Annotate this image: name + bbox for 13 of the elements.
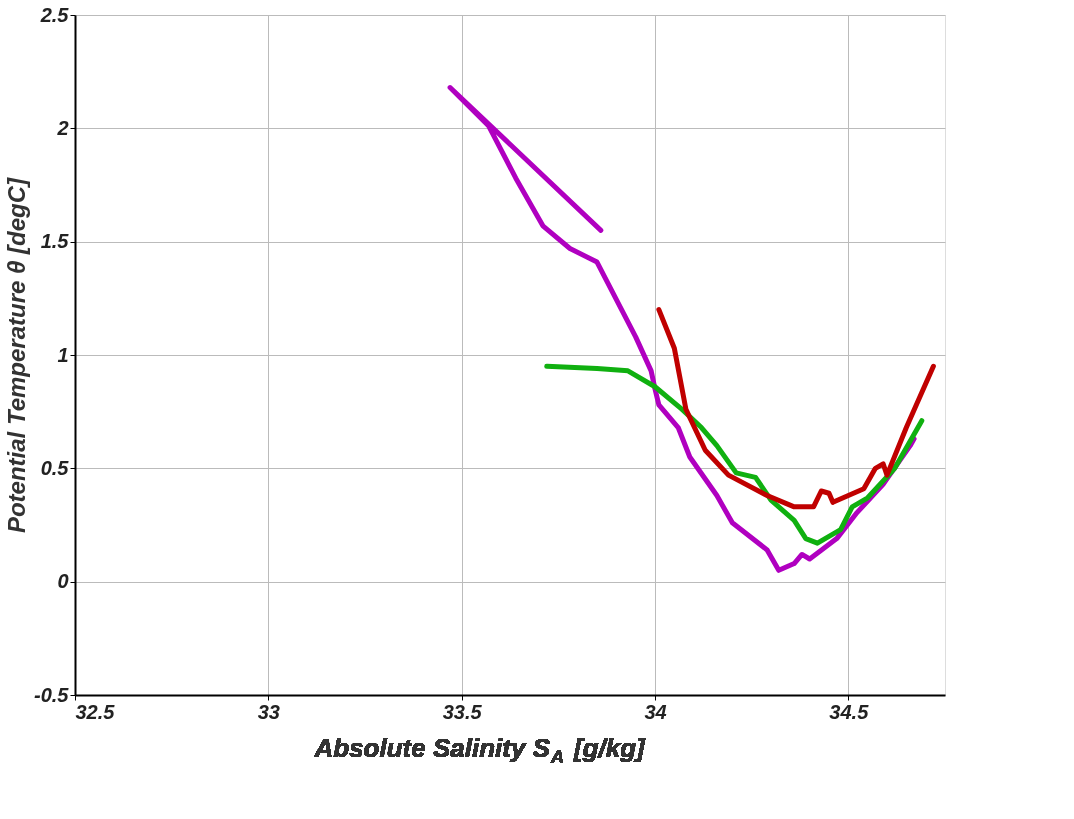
y-axis-title: Potential Temperature θ [degC] (3, 176, 31, 534)
y-tick-label: 0.5 (40, 456, 70, 479)
y-tick-label: 2 (56, 116, 69, 139)
y-tick-label: 1 (57, 343, 69, 366)
y-tick-label: -0.5 (34, 683, 70, 706)
x-tick-label: 33 (257, 700, 280, 723)
y-tick-label: 0 (57, 570, 69, 593)
x-tick-label: 34 (644, 700, 667, 723)
y-tick-label: 1.5 (40, 230, 70, 253)
x-tick-label: 33.5 (442, 700, 483, 723)
x-tick-label: 34.5 (829, 700, 870, 723)
x-tick-label: 32.5 (75, 700, 116, 723)
y-tick-label: 2.5 (39, 3, 70, 26)
